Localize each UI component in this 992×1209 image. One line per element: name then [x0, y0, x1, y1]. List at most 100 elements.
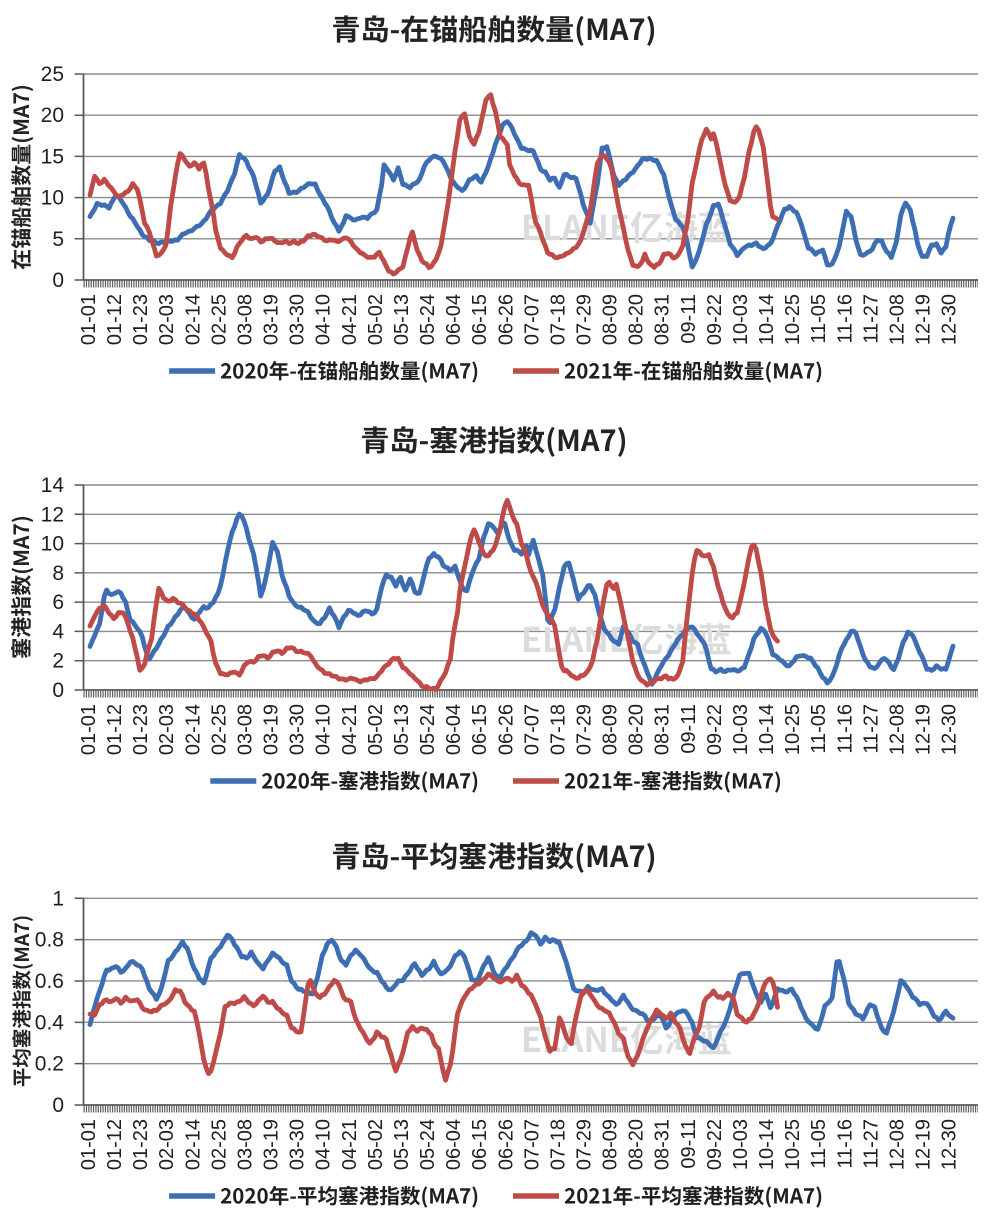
svg-text:05-02: 05-02 — [365, 1119, 387, 1170]
svg-text:0.8: 0.8 — [35, 929, 64, 952]
svg-text:06-26: 06-26 — [495, 1119, 517, 1170]
svg-text:1: 1 — [52, 887, 64, 910]
svg-text:07-29: 07-29 — [574, 1119, 596, 1170]
svg-text:04-21: 04-21 — [339, 1119, 361, 1170]
svg-text:10-03: 10-03 — [730, 1119, 752, 1170]
svg-text:08-20: 08-20 — [626, 294, 648, 345]
svg-text:09-22: 09-22 — [704, 1119, 726, 1170]
svg-text:20: 20 — [41, 104, 64, 127]
svg-text:03-08: 03-08 — [235, 1119, 257, 1170]
svg-text:0: 0 — [52, 1094, 64, 1117]
svg-text:11-16: 11-16 — [834, 1119, 856, 1169]
svg-text:03-19: 03-19 — [261, 294, 283, 345]
svg-text:03-30: 03-30 — [287, 1119, 309, 1170]
svg-text:01-12: 01-12 — [104, 704, 126, 755]
svg-text:07-18: 07-18 — [547, 294, 569, 345]
svg-text:11-16: 11-16 — [834, 294, 856, 344]
svg-text:05-02: 05-02 — [365, 294, 387, 345]
svg-text:05-13: 05-13 — [391, 1119, 413, 1170]
svg-text:01-23: 01-23 — [130, 1119, 152, 1170]
svg-text:01-01: 01-01 — [78, 1119, 100, 1170]
svg-text:03-30: 03-30 — [287, 294, 309, 345]
svg-text:07-29: 07-29 — [574, 704, 596, 755]
svg-text:02-25: 02-25 — [208, 294, 230, 345]
svg-text:08-20: 08-20 — [626, 1119, 648, 1170]
svg-text:05-13: 05-13 — [391, 704, 413, 755]
svg-text:01-01: 01-01 — [78, 294, 100, 345]
svg-text:04-21: 04-21 — [339, 704, 361, 755]
svg-text:11-05: 11-05 — [808, 1119, 830, 1169]
svg-text:12-08: 12-08 — [886, 1119, 908, 1170]
svg-text:01-12: 01-12 — [104, 294, 126, 345]
svg-text:12-19: 12-19 — [913, 294, 935, 345]
svg-text:2: 2 — [52, 650, 64, 673]
svg-text:05-13: 05-13 — [391, 294, 413, 345]
svg-text:03-19: 03-19 — [261, 704, 283, 755]
svg-text:02-03: 02-03 — [156, 1119, 178, 1170]
svg-text:4: 4 — [52, 620, 64, 643]
svg-text:06-15: 06-15 — [469, 704, 491, 755]
svg-text:14: 14 — [41, 474, 65, 497]
svg-text:09-11: 09-11 — [678, 294, 700, 344]
svg-text:11-27: 11-27 — [860, 1119, 882, 1169]
svg-text:07-18: 07-18 — [547, 1119, 569, 1170]
svg-text:03-19: 03-19 — [261, 1119, 283, 1170]
svg-text:02-03: 02-03 — [156, 294, 178, 345]
svg-text:07-07: 07-07 — [521, 294, 543, 345]
svg-text:10-14: 10-14 — [756, 294, 778, 345]
svg-text:03-08: 03-08 — [235, 704, 257, 755]
svg-text:0.4: 0.4 — [35, 1011, 65, 1034]
svg-text:0.2: 0.2 — [35, 1053, 64, 1076]
svg-text:07-18: 07-18 — [547, 704, 569, 755]
svg-text:12-30: 12-30 — [939, 1119, 961, 1170]
svg-text:05-24: 05-24 — [417, 294, 439, 345]
svg-text:25: 25 — [41, 63, 64, 86]
svg-text:04-10: 04-10 — [313, 704, 335, 755]
svg-text:11-05: 11-05 — [808, 704, 830, 754]
svg-text:0: 0 — [52, 679, 64, 702]
svg-text:12-08: 12-08 — [886, 704, 908, 755]
svg-text:01-12: 01-12 — [104, 1119, 126, 1170]
svg-text:09-22: 09-22 — [704, 704, 726, 755]
svg-text:02-14: 02-14 — [182, 1119, 204, 1170]
svg-text:06-26: 06-26 — [495, 294, 517, 345]
svg-text:08-31: 08-31 — [652, 294, 674, 345]
svg-text:02-14: 02-14 — [182, 704, 204, 755]
svg-text:07-07: 07-07 — [521, 704, 543, 755]
svg-text:04-21: 04-21 — [339, 294, 361, 345]
svg-text:12: 12 — [41, 503, 64, 526]
svg-text:08-09: 08-09 — [600, 704, 622, 755]
svg-text:08-09: 08-09 — [600, 294, 622, 345]
svg-text:11-27: 11-27 — [860, 704, 882, 754]
svg-text:10-25: 10-25 — [782, 294, 804, 345]
svg-text:08-09: 08-09 — [600, 1119, 622, 1170]
svg-text:08-20: 08-20 — [626, 704, 648, 755]
svg-text:03-30: 03-30 — [287, 704, 309, 755]
svg-text:04-10: 04-10 — [313, 1119, 335, 1170]
svg-text:09-11: 09-11 — [678, 704, 700, 754]
svg-text:04-10: 04-10 — [313, 294, 335, 345]
svg-text:02-25: 02-25 — [208, 704, 230, 755]
svg-text:02-25: 02-25 — [208, 1119, 230, 1170]
svg-text:07-29: 07-29 — [574, 294, 596, 345]
svg-text:10-25: 10-25 — [782, 1119, 804, 1170]
svg-text:11-27: 11-27 — [860, 294, 882, 344]
svg-text:02-03: 02-03 — [156, 704, 178, 755]
svg-text:0: 0 — [52, 269, 64, 292]
svg-text:8: 8 — [52, 562, 64, 585]
svg-text:5: 5 — [52, 228, 64, 251]
svg-text:05-24: 05-24 — [417, 1119, 439, 1170]
svg-text:06-04: 06-04 — [443, 294, 465, 345]
svg-text:03-08: 03-08 — [235, 294, 257, 345]
svg-text:10-14: 10-14 — [756, 1119, 778, 1170]
svg-text:09-11: 09-11 — [678, 1119, 700, 1169]
svg-text:06-26: 06-26 — [495, 704, 517, 755]
svg-text:02-14: 02-14 — [182, 294, 204, 345]
svg-text:6: 6 — [52, 591, 64, 614]
svg-text:05-02: 05-02 — [365, 704, 387, 755]
svg-text:10-03: 10-03 — [730, 294, 752, 345]
svg-text:09-22: 09-22 — [704, 294, 726, 345]
svg-text:10-14: 10-14 — [756, 704, 778, 755]
svg-text:12-19: 12-19 — [913, 704, 935, 755]
svg-text:01-01: 01-01 — [78, 704, 100, 755]
